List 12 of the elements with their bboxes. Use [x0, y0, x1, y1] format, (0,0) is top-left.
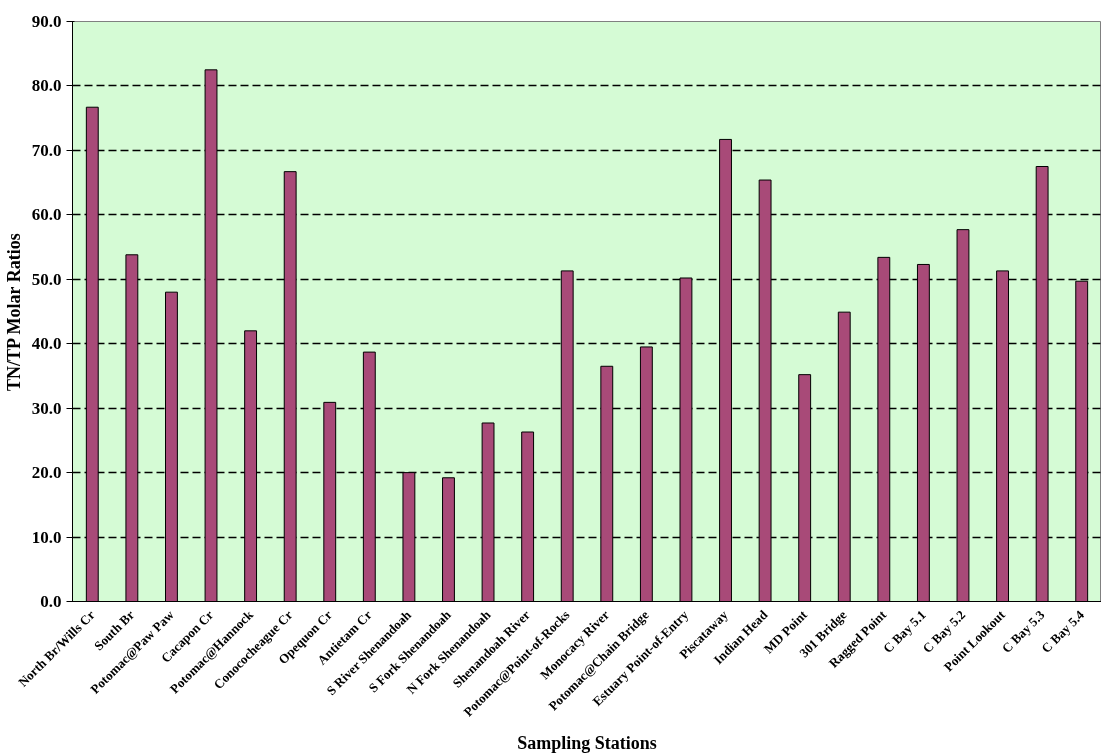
y-tick-label: 40.0	[31, 334, 62, 354]
y-tick-label: 70.0	[31, 140, 62, 160]
y-tick-label: 0.0	[40, 592, 62, 611]
y-tick-label: 80.0	[31, 76, 62, 96]
y-tick-label: 20.0	[31, 463, 62, 483]
x-axis-title: Sampling Stations	[517, 732, 657, 753]
y-tick-label: 60.0	[31, 205, 62, 225]
y-tick-label: 90.0	[31, 12, 62, 31]
y-tick-label: 10.0	[31, 527, 62, 547]
y-tick-label: 30.0	[31, 398, 62, 418]
y-axis-title: TN/TP Molar Ratios	[3, 233, 24, 391]
y-tick-label: 50.0	[31, 269, 62, 289]
